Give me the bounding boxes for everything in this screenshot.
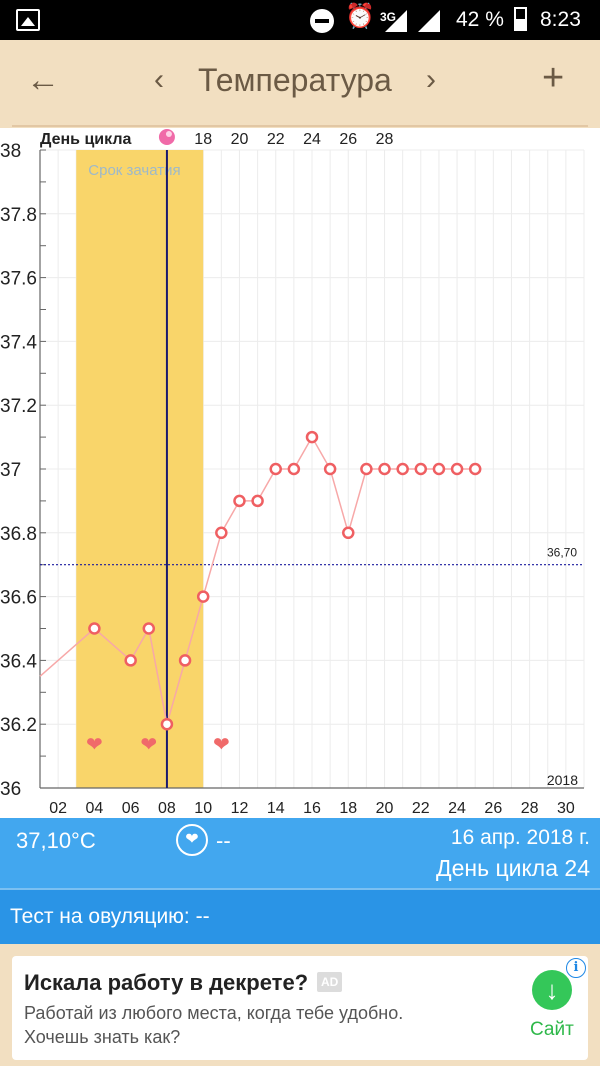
alarm-icon: ⏰ (345, 3, 375, 30)
cycle-day-tick: 22 (267, 131, 285, 148)
day-info-panel: 37,10°C ❤ -- 16 апр. 2018 г. День цикла … (0, 818, 600, 890)
y-tick-label: 37.8 (0, 205, 37, 226)
x-tick-label: 12 (231, 800, 249, 817)
cycle-day-tick: 18 (194, 131, 212, 148)
y-tick-label: 37 (0, 460, 21, 481)
cycle-day-tick: 28 (376, 131, 394, 148)
cycle-day-tick: 24 (303, 131, 321, 148)
x-tick-label: 24 (448, 800, 466, 817)
fertile-window-label: Срок зачатия (88, 162, 180, 179)
cycle-day-label: День цикла 24 (436, 855, 590, 881)
temperature-line (39, 435, 476, 725)
page-title: Температура (198, 62, 392, 98)
x-tick-label: 16 (303, 800, 321, 817)
y-tick-label: 36 (0, 779, 21, 800)
battery-icon (514, 7, 527, 31)
x-tick-label: 02 (49, 800, 67, 817)
x-tick-label: 26 (484, 800, 502, 817)
battery-percent: 42 % (456, 8, 504, 31)
do-not-disturb-icon (310, 9, 334, 33)
temperature-point (342, 526, 355, 540)
temperature-point (468, 462, 482, 476)
x-tick-label: 04 (86, 800, 104, 817)
temperature-point (305, 430, 319, 444)
cycle-day-tick: 26 (339, 131, 357, 148)
y-tick-label: 36.2 (0, 715, 37, 736)
x-tick-label: 08 (158, 800, 176, 817)
period-marker-highlight (165, 131, 172, 137)
temperature-point (378, 462, 391, 476)
selected-date: 16 апр. 2018 г. (450, 826, 590, 849)
temperature-point (251, 494, 264, 508)
arrow-left-icon[interactable]: ← (26, 61, 60, 99)
y-tick-label: 36.6 (0, 588, 37, 609)
plus-icon[interactable]: + (542, 57, 565, 99)
info-icon[interactable]: i (566, 958, 586, 978)
x-tick-label: 22 (412, 800, 430, 817)
fertile-window (76, 150, 204, 788)
no-signal-icon (418, 10, 440, 32)
heart-icon: ❤ (213, 732, 230, 756)
heart-icon: ❤ (140, 732, 157, 756)
y-tick-label: 37.4 (0, 332, 37, 353)
cycle-day-header: День цикла (40, 131, 131, 148)
temperature-point (88, 622, 101, 635)
temperature-point (233, 494, 246, 508)
temperature-point (360, 462, 373, 476)
ad-text-line-2: Хочешь знать как? (24, 1027, 181, 1047)
clock: 8:23 (540, 8, 581, 31)
temperature-point (196, 590, 210, 603)
x-tick-label: 30 (557, 800, 575, 817)
cycle-day-tick: 20 (231, 131, 249, 148)
coverline-label: 36,70 (547, 546, 577, 560)
x-tick-label: 28 (521, 800, 539, 817)
x-tick-label: 10 (194, 800, 212, 817)
heart-icon[interactable]: ❤ (176, 824, 208, 856)
gallery-icon (16, 9, 40, 31)
toolbar: ← ‹ Температура › + (0, 40, 600, 128)
temperature-point (124, 654, 137, 667)
x-tick-label: 18 (339, 800, 357, 817)
y-tick-label: 37.6 (0, 269, 37, 290)
divider (0, 888, 600, 890)
temperature-point (142, 622, 156, 635)
temperature-point (450, 462, 464, 476)
download-icon[interactable]: ↓ (532, 970, 572, 1010)
temperature-value[interactable]: 37,10°C (16, 828, 96, 853)
ovulation-test-label: Тест на овуляцию: -- (10, 905, 210, 928)
ovulation-test-row[interactable]: Тест на овуляцию: -- (0, 890, 600, 944)
ad-text-line-1: Работай из любого места, когда тебе удоб… (24, 1003, 404, 1023)
temperature-point (269, 462, 282, 476)
temperature-point (396, 462, 409, 476)
y-tick-label: 36.4 (0, 651, 37, 672)
chevron-left-icon[interactable]: ‹ (154, 63, 164, 96)
period-marker-icon (158, 129, 175, 145)
ad-title[interactable]: Искала работу в декрете? (24, 970, 309, 995)
intercourse-value: -- (216, 828, 231, 853)
signal-icon (385, 10, 407, 32)
temperature-point (323, 462, 337, 476)
heart-icon: ❤ (86, 732, 103, 756)
toolbar-divider (12, 125, 588, 127)
x-tick-label: 20 (376, 800, 394, 817)
ad-site-button[interactable]: Сайт (530, 1019, 574, 1040)
y-tick-label: 36.8 (0, 524, 37, 545)
x-tick-label: 14 (267, 800, 285, 817)
temperature-chart-svg: Срок зачатия 36 36.2 36.4 36.6 36.8 37 37.2 37.4… (0, 129, 585, 817)
temperature-point (178, 654, 192, 667)
temperature-chart[interactable]: Срок зачатия 36 36.2 36.4 36.6 36.8 37 37.2 37.4… (0, 128, 600, 818)
chevron-right-icon[interactable]: › (426, 63, 436, 96)
year-label: 2018 (547, 772, 578, 788)
temperature-point (414, 462, 428, 476)
ad-banner[interactable]: Искала работу в декрете? AD Работай из л… (12, 956, 588, 1060)
y-tick-label: 37.2 (0, 396, 37, 417)
y-tick-label: 38 (0, 141, 21, 162)
temperature-point (287, 462, 301, 476)
ad-badge: AD (317, 972, 343, 992)
temperature-point (215, 526, 228, 540)
temperature-point (160, 717, 174, 731)
status-bar: ⏰ 3G 42 % 8:23 (0, 0, 600, 40)
temperature-point (432, 462, 446, 476)
x-tick-label: 06 (122, 800, 140, 817)
